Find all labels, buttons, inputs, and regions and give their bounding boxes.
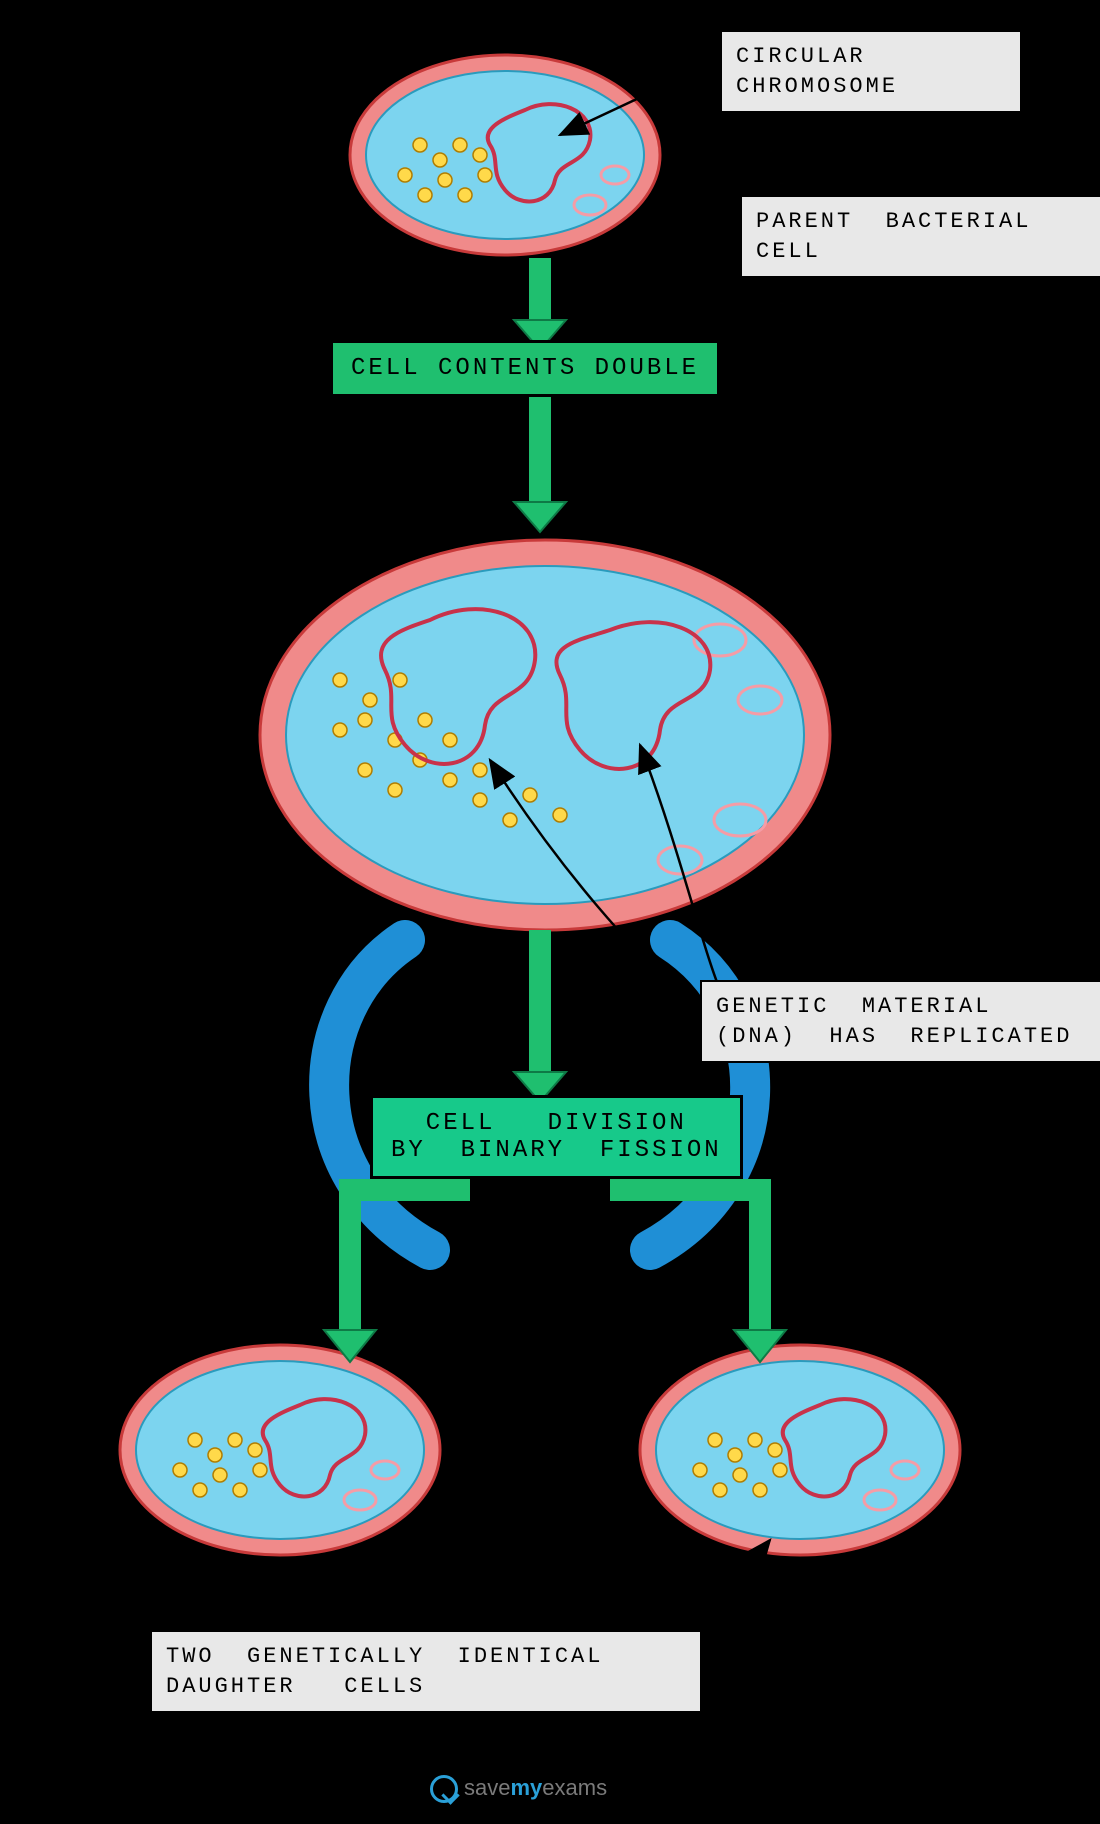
step-cell-contents-double: CELL CONTENTS DOUBLE [330, 340, 720, 397]
label-circular-chromosome: CIRCULAR CHROMOSOME [720, 30, 1022, 113]
watermark-part1: save [464, 1775, 510, 1800]
label-genetic-material: GENETIC MATERIAL (DNA) HAS REPLICATED [700, 980, 1100, 1063]
watermark-part3: exams [542, 1775, 607, 1800]
diagram-canvas: CIRCULAR CHROMOSOME PARENT BACTERIAL CEL… [0, 0, 1100, 1824]
watermark-part2: my [510, 1775, 542, 1800]
watermark: savemyexams [430, 1775, 607, 1803]
label-parent-cell: PARENT BACTERIAL CELL [740, 195, 1100, 278]
refresh-icon [430, 1775, 458, 1803]
step-cell-division: CELL DIVISION BY BINARY FISSION [370, 1095, 743, 1179]
label-daughter-cells: TWO GENETICALLY IDENTICAL DAUGHTER CELLS [150, 1630, 702, 1713]
